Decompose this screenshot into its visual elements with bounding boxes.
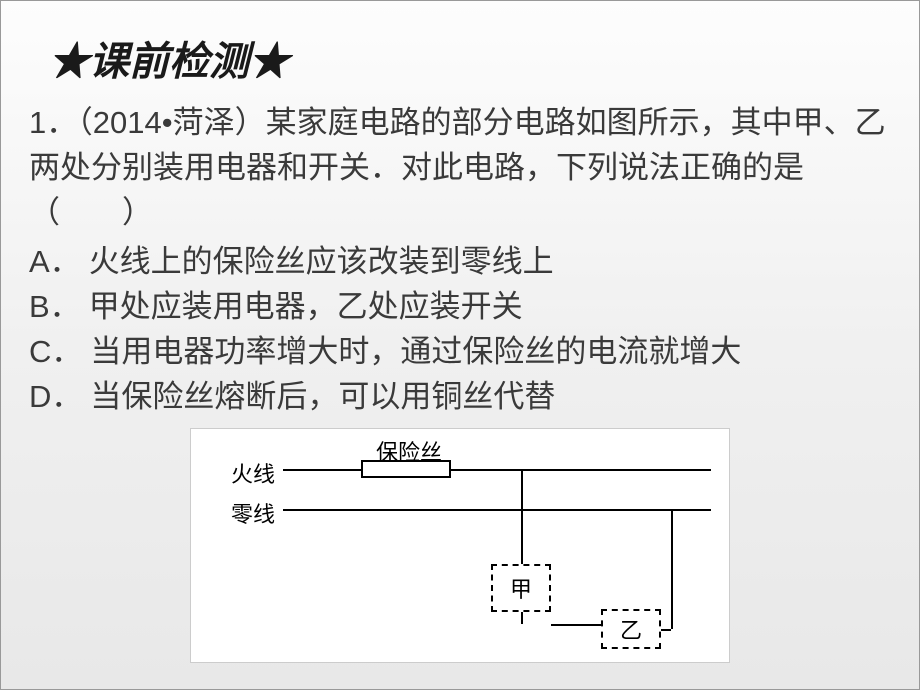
wire (671, 509, 673, 629)
option-text: 当保险丝熔断后，可以用铜丝代替 (90, 379, 555, 414)
fuse-box (361, 460, 451, 478)
box-label: 甲 (493, 572, 549, 604)
diagram-label: 零线 (231, 497, 275, 529)
component-box: 甲 (491, 564, 551, 612)
question-number: 1． (29, 105, 77, 140)
option-letter: B． (29, 289, 81, 324)
wire (283, 469, 361, 471)
wire (551, 624, 601, 626)
option-text: 火线上的保险丝应该改装到零线上 (89, 244, 554, 279)
diagram-label: 火线 (231, 457, 275, 489)
question-stem: 1．（2014•菏泽）某家庭电路的部分电路如图所示，其中甲、乙两处分别装用电器和… (29, 101, 891, 236)
wire (451, 469, 711, 471)
option-letter: D． (29, 379, 82, 414)
circuit-diagram: 保险丝火线零线甲乙 (190, 428, 730, 663)
option-letter: C． (29, 334, 82, 369)
question-source: （2014•菏泽） (77, 105, 265, 140)
option-letter: A． (29, 244, 81, 279)
option-text: 当用电器功率增大时，通过保险丝的电流就增大 (90, 334, 741, 369)
option-b: B．甲处应装用电器，乙处应装开关 (29, 285, 891, 330)
wire (521, 612, 523, 624)
option-d: D．当保险丝熔断后，可以用铜丝代替 (29, 375, 891, 420)
component-box: 乙 (601, 609, 661, 649)
wire (283, 509, 711, 511)
option-a: A．火线上的保险丝应该改装到零线上 (29, 240, 891, 285)
option-c: C．当用电器功率增大时，通过保险丝的电流就增大 (29, 330, 891, 375)
box-label: 乙 (603, 613, 659, 645)
section-title: ★课前检测★ (49, 29, 891, 87)
option-text: 甲处应装用电器，乙处应装开关 (89, 289, 523, 324)
wire (521, 469, 523, 564)
options-list: A．火线上的保险丝应该改装到零线上 B．甲处应装用电器，乙处应装开关 C．当用电… (29, 240, 891, 420)
wire (661, 629, 671, 631)
